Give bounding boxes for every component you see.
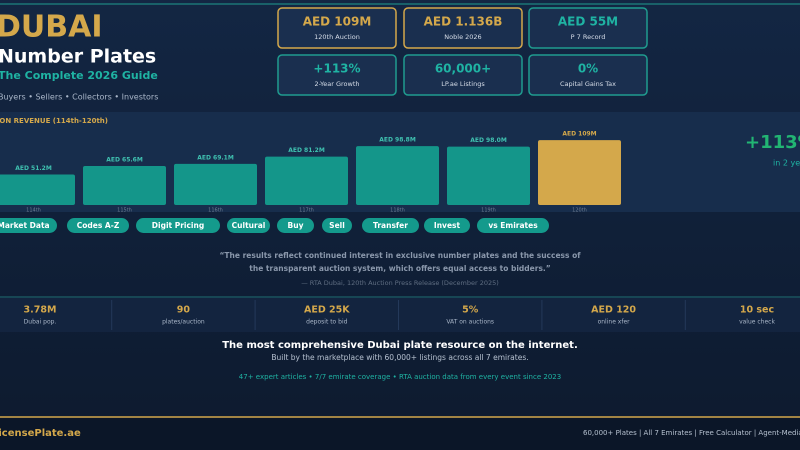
card-label: 120th Auction <box>314 33 360 41</box>
value-label: AED 51.2M <box>15 165 52 172</box>
stat-card <box>403 7 523 49</box>
callout-value: +113% <box>745 132 800 153</box>
bar <box>0 174 75 205</box>
x-tick-label: 119th <box>481 208 496 214</box>
x-tick-label: 118th <box>390 208 405 214</box>
nav-pill-label[interactable]: vs Emirates <box>488 221 538 230</box>
footer <box>0 418 800 450</box>
quote-source: — RTA Dubai, 120th Auction Press Release… <box>301 279 499 287</box>
nav-pill-label[interactable]: Transfer <box>373 221 408 230</box>
card-value: 60,000+ <box>435 62 491 76</box>
value-label: AED 81.2M <box>288 147 325 154</box>
stat-label: online xfer <box>598 319 631 326</box>
nav-pill[interactable] <box>322 218 352 233</box>
stat-label: VAT on auctions <box>446 319 494 326</box>
card-label: Capital Gains Tax <box>560 80 616 88</box>
card-label: LP.ae Listings <box>441 80 485 88</box>
x-tick-label: 115th <box>117 208 132 214</box>
footer-brand: LicensePlate.ae <box>0 428 81 439</box>
nav-pill-label[interactable]: Codes A-Z <box>77 221 120 230</box>
stat-value: 3.78M <box>24 305 57 316</box>
card-label: P 7 Record <box>571 33 606 41</box>
bar <box>538 140 621 205</box>
nav-pill[interactable] <box>424 218 470 233</box>
card-value: 0% <box>578 62 598 76</box>
nav-pill-label[interactable]: Market Data <box>0 221 50 230</box>
bar <box>265 156 348 205</box>
stat-card <box>277 7 397 49</box>
tagline: The Complete 2026 Guide <box>0 69 158 82</box>
x-tick-label: 114th <box>26 208 41 214</box>
audience: Buyers • Sellers • Collectors • Investor… <box>0 93 158 102</box>
card-label: 2-Year Growth <box>314 80 359 88</box>
callout-label: in 2 years <box>773 159 800 168</box>
stat-card <box>403 54 523 96</box>
stat-value: AED 25K <box>304 305 350 316</box>
stat-value: 5% <box>462 305 479 316</box>
title: DUBAI <box>0 10 103 45</box>
stat-label: value check <box>739 319 775 326</box>
chart-title: AUCTION REVENUE (114th-120th) <box>0 117 108 125</box>
nav-pill-label[interactable]: Sell <box>329 221 345 230</box>
value-label: AED 98.8M <box>379 137 416 144</box>
value-label: AED 98.0M <box>470 137 507 144</box>
value-label: AED 109M <box>562 131 596 138</box>
nav-pill[interactable] <box>0 218 57 233</box>
stat-value: 10 sec <box>740 305 774 316</box>
x-tick-label: 116th <box>208 208 223 214</box>
bar <box>356 146 439 205</box>
nav-pill[interactable] <box>362 218 419 233</box>
card-value: +113% <box>313 62 360 76</box>
nav-pill-label[interactable]: Invest <box>434 221 461 230</box>
stat-card <box>528 7 648 49</box>
nav-pill[interactable] <box>477 218 549 233</box>
quote-line: “The results reflect continued interest … <box>219 251 581 260</box>
bar <box>83 165 166 205</box>
about-text: Built by the marketplace with 60,000+ li… <box>271 353 528 362</box>
stat-card <box>277 54 397 96</box>
stat-label: Dubai pop. <box>24 319 57 326</box>
value-label: AED 69.1M <box>197 154 234 161</box>
value-label: AED 65.6M <box>106 156 143 163</box>
card-value: AED 1.136B <box>424 15 503 29</box>
quote-line: the transparent auction system, which of… <box>249 264 550 273</box>
footer-links[interactable]: 60,000+ Plates | All 7 Emirates | Free C… <box>583 429 800 437</box>
nav-pill[interactable] <box>227 218 270 233</box>
stat-value: 90 <box>177 305 191 316</box>
x-tick-label: 120th <box>572 208 587 214</box>
stat-label: plates/auction <box>162 319 205 326</box>
bar <box>447 146 530 205</box>
nav-pill[interactable] <box>136 218 220 233</box>
card-value: AED 55M <box>558 15 618 29</box>
nav-pill-label[interactable]: Buy <box>288 221 304 230</box>
x-tick-label: 117th <box>299 208 314 214</box>
nav-pill-label[interactable]: Cultural <box>232 221 266 230</box>
stat-value: AED 120 <box>591 305 636 316</box>
bar <box>174 163 257 205</box>
stats-band <box>0 298 800 332</box>
card-label: Noble 2026 <box>444 33 481 41</box>
stat-card <box>528 54 648 96</box>
about-headline: The most comprehensive Dubai plate resou… <box>222 340 578 351</box>
subtitle: Number Plates <box>0 46 156 68</box>
nav-pill[interactable] <box>67 218 129 233</box>
about-highlights: 47+ expert articles • 7/7 emirate covera… <box>239 373 561 381</box>
card-value: AED 109M <box>303 15 372 29</box>
nav-pill[interactable] <box>277 218 314 233</box>
stat-label: deposit to bid <box>306 319 347 326</box>
nav-pill-label[interactable]: Digit Pricing <box>152 221 204 230</box>
